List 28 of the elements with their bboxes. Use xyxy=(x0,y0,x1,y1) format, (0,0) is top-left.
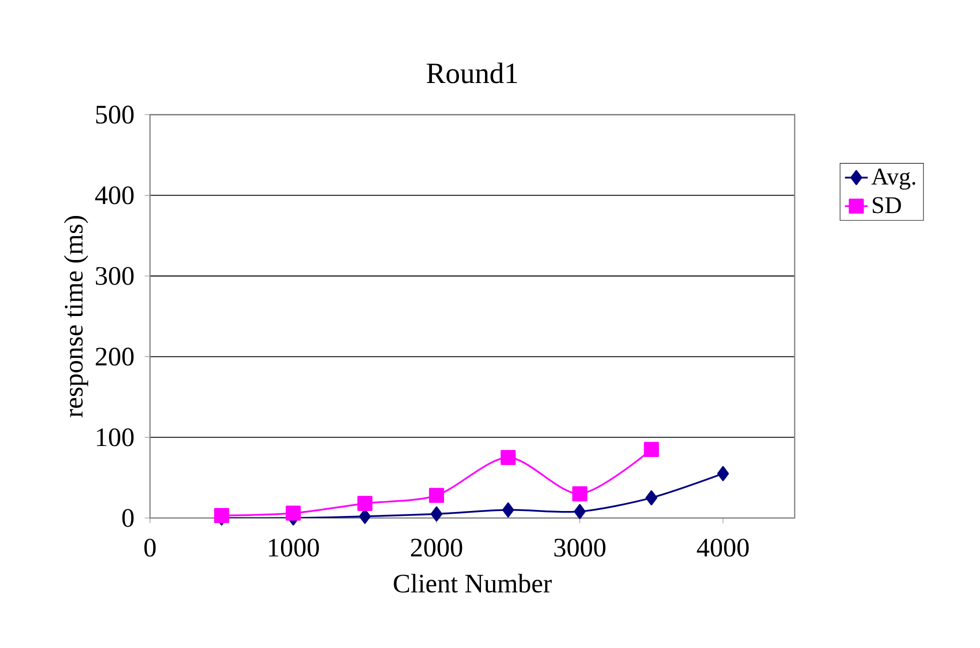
point xyxy=(428,488,444,503)
point xyxy=(502,502,514,518)
y-axis-title: response time (ms) xyxy=(64,216,88,418)
point xyxy=(500,450,516,466)
x-tick-label: 2000 xyxy=(411,538,462,557)
legend-label: SD xyxy=(872,197,901,214)
point xyxy=(646,490,658,506)
x-tick-label: 3000 xyxy=(554,538,606,557)
point xyxy=(214,508,230,524)
point xyxy=(717,466,729,482)
x-tick-label: 0 xyxy=(144,538,156,557)
y-tick-label: 500 xyxy=(96,106,134,124)
y-tick-label: 300 xyxy=(96,266,134,285)
x-tick-label: 1000 xyxy=(268,538,319,557)
point xyxy=(572,486,588,502)
point xyxy=(286,506,301,521)
point xyxy=(644,442,659,457)
point xyxy=(574,504,586,520)
y-tick-label: 200 xyxy=(96,348,134,366)
y-tick-label: 0 xyxy=(122,508,134,527)
y-tick-label: 100 xyxy=(96,428,134,446)
x-tick-label: 4000 xyxy=(696,538,749,557)
legend-label: Avg. xyxy=(871,168,916,190)
point xyxy=(430,506,442,522)
x-axis-title: Client Number xyxy=(394,574,552,593)
point xyxy=(357,496,372,512)
y-tick-label: 400 xyxy=(95,186,134,204)
chart-title: Round1 xyxy=(426,62,518,84)
